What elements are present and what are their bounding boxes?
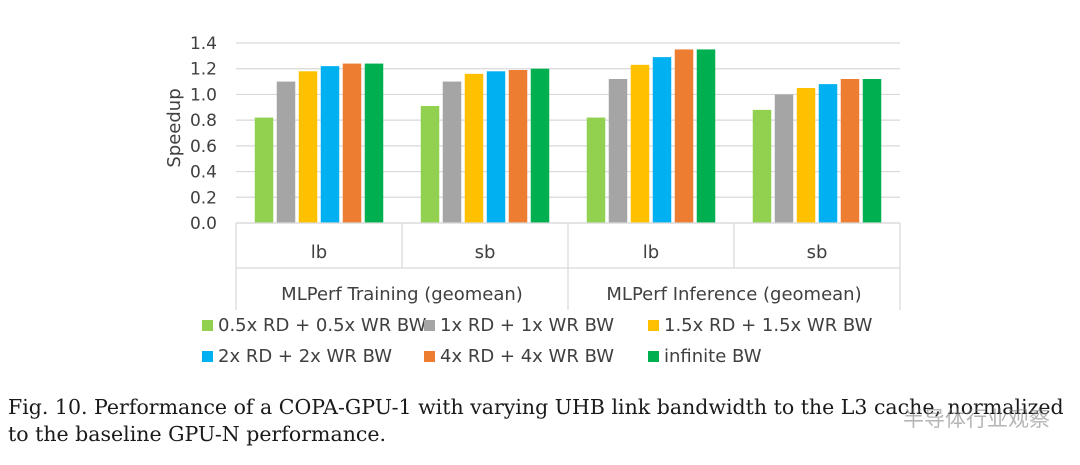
y-tick-label: 0.6 bbox=[190, 137, 217, 157]
bar bbox=[752, 109, 772, 223]
bar bbox=[796, 88, 816, 223]
bar bbox=[364, 63, 384, 224]
legend-swatch bbox=[202, 351, 213, 362]
figure-caption: Fig. 10. Performance of a COPA-GPU-1 wit… bbox=[8, 395, 1064, 446]
bar bbox=[652, 57, 672, 224]
y-axis-title: Speedup bbox=[164, 88, 185, 167]
y-tick-label: 1.4 bbox=[190, 34, 217, 54]
bar bbox=[464, 73, 484, 223]
bar bbox=[696, 49, 716, 223]
y-tick-label: 1.0 bbox=[190, 85, 217, 105]
bar bbox=[840, 79, 860, 223]
bar bbox=[254, 117, 274, 223]
axes: 0.0 0.2 0.4 0.6 0.8 1.0 1.2 1.4 lb sb lb sb MLPerf T… bbox=[190, 34, 901, 310]
bar bbox=[774, 94, 794, 223]
legend-label: infinite BW bbox=[664, 346, 762, 367]
bar bbox=[508, 70, 528, 223]
x-tick-label: lb bbox=[643, 242, 659, 263]
bar bbox=[342, 63, 362, 224]
legend-swatch bbox=[648, 320, 659, 331]
bar bbox=[862, 79, 882, 223]
legend-swatch bbox=[648, 351, 659, 362]
legend-label: 2x RD + 2x WR BW bbox=[218, 346, 392, 367]
bar bbox=[674, 49, 694, 223]
legend-swatch bbox=[424, 351, 435, 362]
bar bbox=[298, 71, 318, 224]
x-tick-label: lb bbox=[311, 242, 327, 263]
y-tick-label: 0.2 bbox=[190, 188, 217, 208]
legend-swatch bbox=[424, 320, 435, 331]
legend-label: 4x RD + 4x WR BW bbox=[440, 346, 614, 367]
legend: 0.5x RD + 0.5x WR BW 1x RD + 1x WR BW 1.5x… bbox=[202, 315, 873, 367]
x-group-label: MLPerf Training (geomean) bbox=[281, 284, 523, 305]
bar bbox=[818, 84, 838, 224]
bar bbox=[630, 64, 650, 223]
x-tick-label: sb bbox=[475, 242, 496, 263]
bar bbox=[276, 81, 296, 223]
legend-label: 1x RD + 1x WR BW bbox=[440, 315, 614, 336]
bar bbox=[586, 117, 606, 223]
y-tick-label: 0.0 bbox=[190, 214, 217, 234]
legend-swatch bbox=[202, 320, 213, 331]
y-tick-label: 0.4 bbox=[190, 163, 217, 183]
bar bbox=[420, 106, 440, 223]
bar bbox=[486, 71, 506, 224]
watermark-text: 半导体行业观察 bbox=[903, 407, 1050, 431]
bar bbox=[442, 81, 462, 223]
y-tick-label: 1.2 bbox=[190, 60, 217, 80]
y-tick-label: 0.8 bbox=[190, 111, 217, 131]
bars bbox=[254, 49, 882, 224]
legend-label: 1.5x RD + 1.5x WR BW bbox=[664, 315, 873, 336]
bar-chart: 0.0 0.2 0.4 0.6 0.8 1.0 1.2 1.4 lb sb lb sb MLPerf T… bbox=[164, 34, 901, 367]
x-group-label: MLPerf Inference (geomean) bbox=[606, 284, 861, 305]
legend-label: 0.5x RD + 0.5x WR BW bbox=[218, 315, 427, 336]
bar bbox=[608, 79, 628, 223]
bar bbox=[320, 66, 340, 224]
bar bbox=[530, 68, 550, 223]
x-tick-label: sb bbox=[807, 242, 828, 263]
